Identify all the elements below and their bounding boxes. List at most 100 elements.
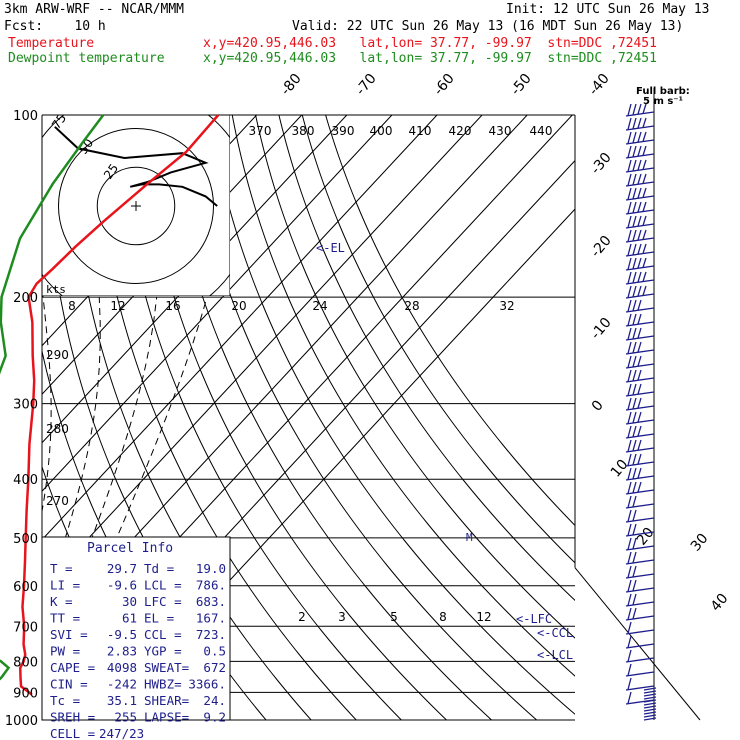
theta-label: 410 [409, 124, 432, 138]
wind-barb-flag [632, 565, 637, 577]
wind-barb-flag [637, 103, 642, 115]
parcel-row-label: CIN = [50, 677, 88, 692]
wind-barb-flag [632, 369, 637, 381]
temperature-scale-label: 8 [68, 299, 76, 313]
isotherm-label: -20 [588, 233, 615, 261]
wind-barb [625, 439, 655, 453]
isotherm-line [42, 115, 348, 444]
wind-barb-flag [632, 397, 637, 409]
wind-barb-flag [627, 257, 632, 270]
wind-barb-dense [643, 702, 657, 706]
wind-barb-dense [643, 711, 657, 715]
temperature-line [19, 114, 220, 696]
temperature-scale-label: 28 [404, 299, 419, 313]
wind-barb-flag [627, 103, 632, 116]
level-marker-label: <-LCL [537, 648, 573, 662]
wind-barb-staff [625, 447, 655, 453]
wind-barb-flag [637, 257, 642, 269]
wind-barb-flag [632, 341, 637, 353]
wind-barb-flag [632, 481, 637, 493]
barb-units: 5 m s⁻¹ [643, 96, 683, 107]
wind-barb-flag [642, 131, 647, 142]
wind-barb-flag [637, 187, 642, 199]
wind-barb-flag [627, 355, 632, 368]
wind-barb-flag [627, 509, 632, 522]
wind-barb-flag [627, 649, 632, 662]
isotherm-line [42, 115, 393, 492]
wind-barb-flag [632, 509, 637, 521]
wind-barb-flag [637, 131, 642, 143]
wind-barb [625, 285, 655, 299]
wind-barb-flag [637, 215, 642, 227]
parcel-row-label: CELL = [50, 726, 95, 740]
wind-barb-flag [632, 453, 637, 465]
wind-barb-flag [642, 117, 647, 128]
wind-barb-flag [632, 327, 637, 339]
parcel-row-value2: 0.5 [203, 644, 226, 659]
wind-barb-flag [637, 271, 642, 283]
wind-barb [625, 271, 655, 285]
wind-barb-flag [632, 187, 637, 199]
wind-barb-flag [632, 579, 637, 591]
parcel-row-label2: Td = [144, 561, 174, 576]
isotherm-label: -40 [586, 71, 613, 99]
wind-barb-dense [643, 699, 657, 703]
wind-barb [625, 453, 655, 467]
wind-barb-staff [625, 517, 655, 523]
wind-barb-flag [627, 145, 632, 158]
wind-barb [625, 481, 655, 495]
wind-barb-flag [637, 229, 642, 241]
wind-barb [625, 593, 655, 607]
wind-barb [625, 411, 655, 425]
wind-barb-flag [632, 299, 637, 311]
wind-barb-flag [637, 453, 642, 465]
parcel-row-value: 247/23 [99, 726, 144, 740]
wind-barb-flag [637, 145, 642, 157]
pressure-tick-label: 100 [13, 109, 38, 124]
wind-barb-flag [637, 243, 642, 255]
wind-barbs: Full barb:5 m s⁻¹ [625, 86, 690, 721]
dry-adiabat-line [325, 115, 575, 527]
parcel-row-label2: CCL = [144, 627, 182, 642]
theta-label: 370 [249, 124, 272, 138]
wind-barb [625, 425, 655, 439]
wind-barb-staff [625, 643, 655, 649]
wind-barb-flag [642, 103, 647, 114]
theta-label: 440 [530, 124, 553, 138]
wind-barb-flag [637, 425, 642, 437]
wind-barb-flag [627, 411, 632, 424]
wind-barb [625, 159, 655, 173]
dry-adiabat-line [301, 115, 575, 564]
temperature-scale-label: 20 [231, 299, 246, 313]
parcel-row-value: 30 [122, 594, 137, 609]
wind-barb-flag [627, 131, 632, 144]
mixing-ratio-label: 3 [338, 610, 346, 624]
parcel-row-value: -9.6 [107, 578, 137, 593]
wind-barb-flag [627, 579, 632, 592]
wind-barb-staff [625, 335, 655, 341]
isotherm-label: -60 [431, 71, 458, 99]
wind-barb-flag [637, 383, 642, 395]
wind-barb-flag [627, 341, 632, 354]
wind-barb-flag [627, 271, 632, 284]
wind-barb-flag [642, 285, 647, 296]
wind-barb-flag [642, 173, 647, 184]
wind-barb-flag [632, 257, 637, 269]
isotherm-label: 40 [708, 591, 732, 615]
parcel-row-label2: SWEAT= [144, 660, 189, 675]
wind-barb-flag [637, 341, 642, 353]
wind-barb [625, 327, 655, 341]
wind-barb [625, 215, 655, 229]
wind-barb-flag [632, 131, 637, 143]
wind-barb-flag [642, 257, 647, 268]
header: 3km ARW-WRF -- NCAR/MMM Init: 12 UTC Sun… [0, 0, 740, 70]
wind-barb-flag [632, 537, 637, 549]
wind-barb-flag [637, 355, 642, 367]
skew-right-edge [574, 567, 701, 721]
wind-barb-flag [632, 411, 637, 423]
parcel-row-label2: EL = [144, 611, 174, 626]
wind-barb-flag [632, 607, 637, 619]
wind-barb-flag [627, 327, 632, 340]
